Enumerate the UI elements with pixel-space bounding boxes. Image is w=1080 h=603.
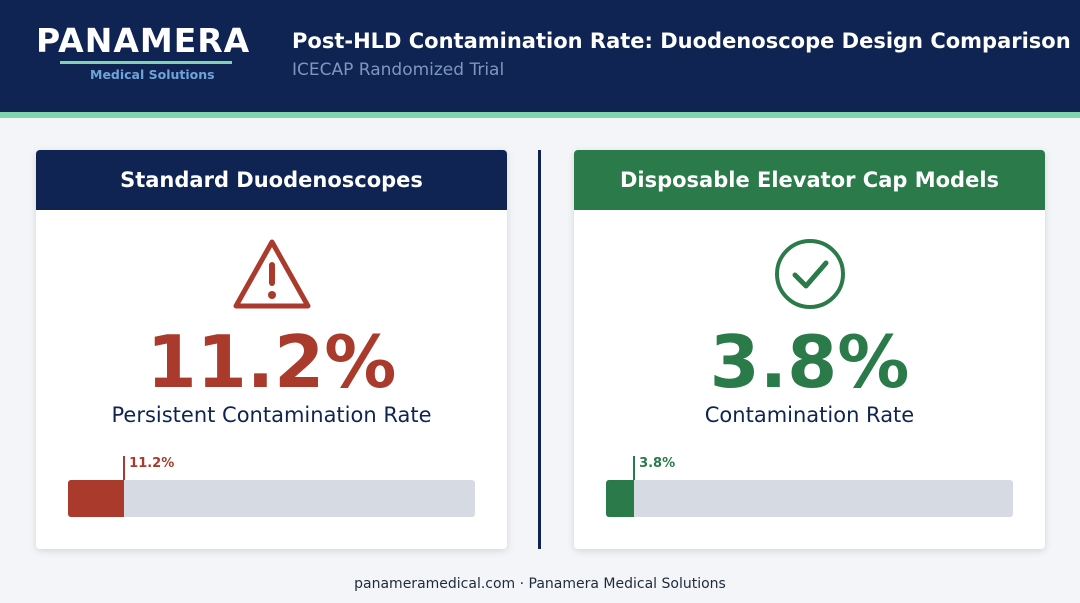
header-banner: PANAMERA Medical Solutions Post-HLD Cont… [0,0,1080,112]
brand-name: PANAMERA [36,21,251,60]
progress-bar-track [68,480,475,517]
contamination-value: 3.8% [709,320,910,404]
brand-tagline: Medical Solutions [90,67,215,82]
disposable-cap-card: Disposable Elevator Cap Models 3.8% Cont… [574,150,1045,549]
footer-text: panameramedical.com · Panamera Medical S… [354,576,726,592]
contamination-label: Contamination Rate [704,403,915,427]
contamination-value: 11.2% [146,320,397,404]
brand-logo: PANAMERA Medical Solutions [36,21,258,83]
progress-bar-fill [606,480,635,517]
warning-triangle-icon [231,236,313,312]
bar-marker [633,456,636,486]
progress-bar-fill [68,480,125,517]
bar-percent-label: 3.8% [639,456,676,471]
standard-duodenoscopes-card: Standard Duodenoscopes 11.2% Persistent … [36,150,507,549]
bar-marker [123,456,126,486]
page-title: Post-HLD Contamination Rate: Duodenoscop… [292,29,1071,53]
page-subtitle: ICECAP Randomized Trial [292,60,505,80]
progress-bar-track [606,480,1013,517]
brand-underline [60,61,232,64]
check-circle-icon [769,236,851,312]
contamination-label: Persistent Contamination Rate [111,403,432,427]
bar-percent-label: 11.2% [129,456,175,471]
column-divider [538,150,541,549]
card-title: Standard Duodenoscopes [36,150,507,210]
header-accent-stripe [0,112,1080,118]
card-title: Disposable Elevator Cap Models [574,150,1045,210]
